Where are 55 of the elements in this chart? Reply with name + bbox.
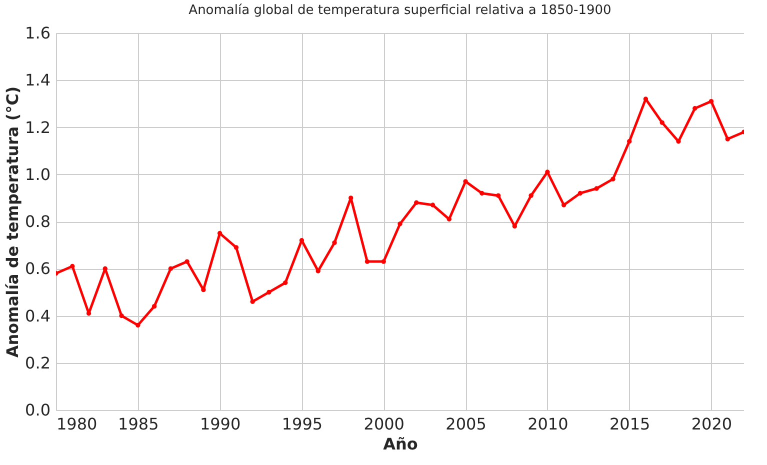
x-tick-label: 1990 bbox=[200, 414, 241, 434]
y-tick-label: 1.2 bbox=[25, 118, 50, 137]
point bbox=[660, 120, 664, 125]
point bbox=[217, 230, 222, 236]
point bbox=[332, 240, 337, 246]
point bbox=[676, 139, 681, 144]
y-tick-label: 1.4 bbox=[25, 70, 50, 90]
x-tick-label: 2010 bbox=[528, 414, 568, 434]
point bbox=[594, 186, 599, 191]
point bbox=[398, 222, 402, 226]
point bbox=[364, 259, 370, 264]
point bbox=[234, 245, 239, 250]
x-tick-label: 2005 bbox=[446, 414, 486, 434]
x-axis-title: Año bbox=[383, 434, 418, 454]
point bbox=[86, 311, 92, 316]
point bbox=[282, 280, 288, 286]
x-tick-label: 2020 bbox=[691, 414, 732, 434]
point bbox=[692, 106, 698, 111]
point bbox=[102, 266, 108, 271]
point bbox=[578, 190, 583, 196]
point bbox=[446, 216, 452, 222]
y-tick-label: 0.6 bbox=[25, 259, 50, 278]
point bbox=[152, 304, 157, 309]
point bbox=[184, 259, 190, 264]
x-tick-label: 1995 bbox=[282, 414, 323, 434]
point bbox=[725, 136, 730, 142]
point bbox=[561, 202, 566, 208]
point bbox=[381, 259, 386, 264]
x-tick-label: 2000 bbox=[364, 414, 404, 434]
point bbox=[266, 290, 272, 295]
x-tick-label: 1985 bbox=[118, 414, 159, 434]
point bbox=[430, 202, 436, 208]
y-tick-label: 1.6 bbox=[25, 24, 50, 42]
point bbox=[168, 266, 174, 271]
point bbox=[480, 190, 484, 196]
point bbox=[528, 193, 534, 198]
point bbox=[496, 193, 501, 198]
point bbox=[626, 139, 632, 144]
y-tick-label: 0.0 bbox=[25, 400, 50, 420]
y-tick-label: 0.4 bbox=[25, 306, 50, 326]
y-tick-label: 0.8 bbox=[25, 212, 50, 231]
point bbox=[119, 313, 124, 318]
y-axis-title: Anomalía de temperatura (°C) bbox=[3, 86, 22, 358]
point bbox=[250, 299, 255, 304]
point bbox=[70, 264, 75, 269]
point bbox=[463, 179, 468, 184]
point bbox=[610, 176, 616, 182]
point bbox=[708, 98, 714, 104]
y-tick-label: 1.0 bbox=[25, 164, 50, 184]
x-tick-label: 1980 bbox=[56, 414, 98, 434]
point bbox=[414, 200, 419, 205]
point bbox=[136, 322, 140, 328]
x-tick-label: 2015 bbox=[609, 414, 650, 434]
y-tick-label: 0.2 bbox=[25, 353, 50, 372]
chart-title: Anomalía global de temperatura superficial relativa a 1850-1900 bbox=[188, 3, 612, 18]
